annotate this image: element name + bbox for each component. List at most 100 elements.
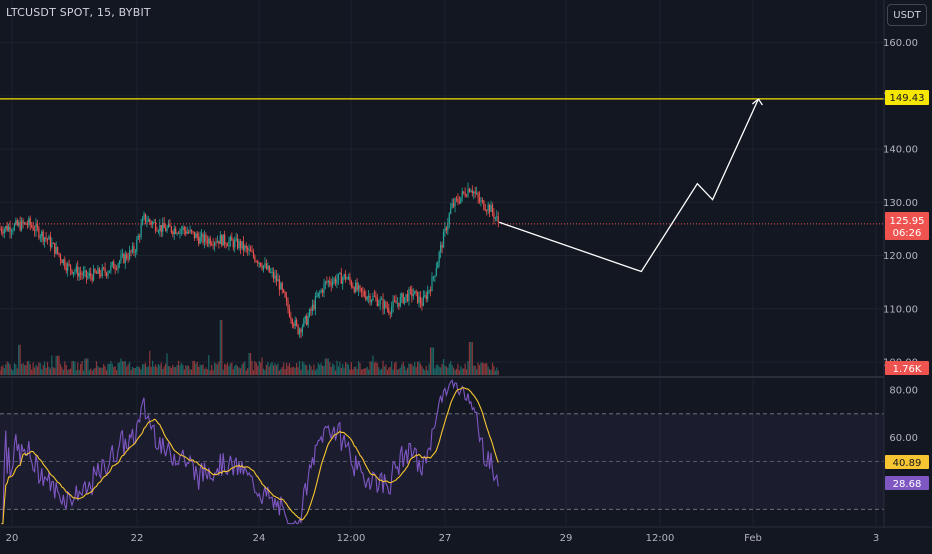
candle-body xyxy=(221,235,223,246)
candle-body xyxy=(349,276,351,282)
volume-bar xyxy=(445,366,447,375)
candle-body xyxy=(251,251,253,253)
volume-bar xyxy=(251,360,253,375)
candle-body xyxy=(241,241,243,249)
volume-bar xyxy=(116,370,118,375)
candle-body xyxy=(432,276,435,278)
currency-button[interactable]: USDT xyxy=(887,4,927,26)
volume-bar xyxy=(64,361,66,375)
volume-bar xyxy=(454,370,456,375)
candle-body xyxy=(255,261,257,263)
candle-body xyxy=(147,219,149,222)
volume-bar xyxy=(491,362,494,375)
candles[interactable] xyxy=(0,182,499,339)
time-axis[interactable]: 20 22 24 12:00 27 29 12:00 Feb 3 xyxy=(6,533,880,544)
volume-bar xyxy=(156,367,158,375)
volume-bar xyxy=(215,363,217,375)
volume-bar xyxy=(201,365,203,375)
candle-body xyxy=(260,262,262,267)
candle-body xyxy=(437,262,439,269)
candle-body xyxy=(393,300,396,302)
candle-body xyxy=(300,329,302,333)
candle-body xyxy=(373,295,375,297)
candle-body xyxy=(388,308,390,314)
volume-bar xyxy=(283,362,285,375)
candle-body xyxy=(496,216,498,218)
candle-body xyxy=(406,294,409,302)
candle-body xyxy=(323,283,325,293)
volume-bar xyxy=(221,320,223,375)
candle-body xyxy=(337,273,339,280)
volume-bar xyxy=(48,366,50,375)
volume-bar xyxy=(353,366,355,375)
volume-bar xyxy=(54,368,56,375)
candle-body xyxy=(262,265,265,269)
volume-bar xyxy=(38,362,40,375)
volume-bar xyxy=(152,360,154,375)
volume-bar xyxy=(90,368,92,375)
volume-bar xyxy=(468,342,471,375)
rsi-ma-tag: 40.89 xyxy=(885,455,929,469)
candle-body xyxy=(383,301,386,310)
candle-body xyxy=(422,296,424,306)
candle-body xyxy=(170,226,172,232)
candle-body xyxy=(284,291,286,298)
symbol-title[interactable]: LTCUSDT SPOT, 15, BYBIT xyxy=(6,6,151,19)
candle-body xyxy=(429,290,432,292)
candle-body xyxy=(445,227,447,231)
candle-body xyxy=(487,204,489,211)
volume-bar xyxy=(238,367,240,375)
candle-body xyxy=(131,246,134,252)
projection-path[interactable] xyxy=(498,98,760,273)
volume-bar xyxy=(195,363,197,375)
volume-bar xyxy=(401,364,403,375)
candle-body xyxy=(372,295,374,301)
volume-bar xyxy=(431,347,433,375)
volume-bar xyxy=(41,369,43,375)
volume-bar xyxy=(317,362,319,375)
volume-bar xyxy=(141,364,144,375)
volume-bar xyxy=(437,364,439,375)
candle-body xyxy=(182,227,184,230)
volume-bar xyxy=(434,368,436,375)
volume-bar xyxy=(458,370,460,375)
candle-body xyxy=(448,213,450,224)
candle-body xyxy=(336,279,338,284)
volume-bar xyxy=(130,369,132,375)
candle-body xyxy=(141,218,144,225)
volume-bar xyxy=(398,368,400,375)
candle-body xyxy=(52,243,54,244)
candle-body xyxy=(248,249,250,251)
volume-bar xyxy=(451,364,453,375)
candle-body xyxy=(55,247,57,254)
candle-body xyxy=(313,304,315,310)
candle-body xyxy=(441,245,443,248)
candle-body xyxy=(491,204,494,213)
candle-body xyxy=(163,222,165,229)
candle-body xyxy=(242,241,244,250)
candle-body xyxy=(261,266,263,269)
volume-bar xyxy=(349,369,351,375)
volume-bar xyxy=(337,366,339,375)
candle-body xyxy=(254,256,256,262)
time-tick-label: 20 xyxy=(6,533,19,544)
volume-bar xyxy=(329,362,331,375)
rsi-pane[interactable] xyxy=(0,379,884,525)
volume-bar xyxy=(386,369,388,375)
candle-body xyxy=(153,221,155,223)
rsi-tick-label: 60.00 xyxy=(889,433,918,444)
candle-body xyxy=(438,252,440,263)
candle-body xyxy=(126,254,128,259)
volume-bar xyxy=(422,368,424,375)
volume-bar xyxy=(324,358,327,375)
candle-body xyxy=(238,241,240,249)
candle-body xyxy=(5,226,7,230)
volume-bar xyxy=(5,364,7,375)
volume-bar xyxy=(103,363,105,375)
volume-bar xyxy=(98,367,100,375)
candle-body xyxy=(123,253,125,263)
candle-body xyxy=(353,287,355,292)
volume-bar xyxy=(369,361,371,375)
